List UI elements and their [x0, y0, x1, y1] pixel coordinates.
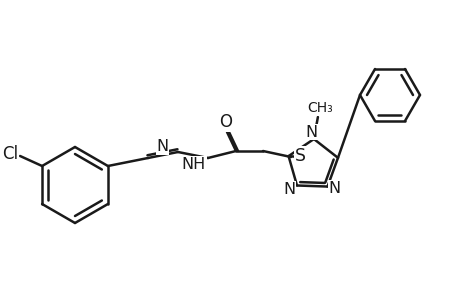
Text: O: O	[219, 113, 232, 131]
Text: NH: NH	[181, 157, 206, 172]
Text: N: N	[305, 124, 317, 140]
Text: S: S	[294, 147, 305, 165]
Text: Cl: Cl	[2, 145, 18, 163]
Text: N: N	[282, 182, 294, 197]
Text: N: N	[157, 139, 168, 154]
Text: N: N	[328, 181, 340, 196]
Text: CH₃: CH₃	[306, 101, 332, 115]
